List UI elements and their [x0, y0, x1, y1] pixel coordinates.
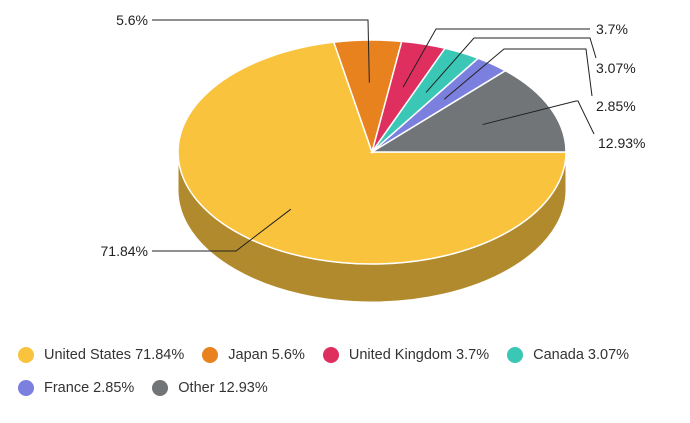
data-label-united-states: 71.84% [101, 243, 148, 259]
legend-swatch-france [18, 380, 34, 396]
data-label-united-kingdom: 3.7% [596, 21, 628, 37]
legend-item-canada[interactable]: Canada 3.07% [507, 347, 629, 363]
legend-swatch-united-states [18, 347, 34, 363]
legend-label-united-states: United States 71.84% [44, 347, 185, 363]
legend-label-japan: Japan 5.6% [228, 347, 305, 363]
leader-line-united-states [152, 208, 292, 252]
legend-label-france: France 2.85% [44, 380, 135, 396]
legend-row-2: France 2.85% Other 12.93% [18, 376, 678, 400]
leader-line-other [482, 100, 595, 135]
data-label-japan: 5.6% [116, 12, 148, 28]
legend-item-united-states[interactable]: United States 71.84% [18, 347, 184, 363]
legend-item-japan[interactable]: Japan 5.6% [202, 347, 305, 363]
leader-line-japan [152, 19, 370, 83]
legend-item-united-kingdom[interactable]: United Kingdom 3.7% [322, 347, 490, 363]
data-labels: 71.84% 5.6% 3.7% 3.07% 2.85% 12.93% [101, 12, 646, 259]
leader-line-united-kingdom [402, 28, 590, 88]
legend-label-united-kingdom: United Kingdom 3.7% [348, 347, 490, 363]
legend-label-canada: Canada 3.07% [533, 347, 630, 363]
legend: United States 71.84% Japan 5.6% United K… [18, 343, 678, 409]
legend-item-other[interactable]: Other 12.93% [152, 380, 268, 396]
legend-swatch-other [152, 380, 169, 396]
legend-row-1: United States 71.84% Japan 5.6% United K… [18, 343, 678, 367]
leader-line-canada [425, 37, 597, 93]
legend-swatch-united-kingdom [322, 347, 339, 363]
pie-top-layer [177, 39, 567, 265]
legend-swatch-canada [507, 347, 524, 363]
data-label-france: 2.85% [596, 98, 636, 114]
leader-line-france [443, 48, 593, 100]
legend-item-france[interactable]: France 2.85% [18, 380, 134, 396]
data-label-other: 12.93% [598, 135, 645, 151]
legend-swatch-japan [202, 347, 219, 363]
data-label-canada: 3.07% [596, 60, 636, 76]
legend-label-other: Other 12.93% [178, 380, 268, 396]
leader-lines [152, 19, 597, 252]
